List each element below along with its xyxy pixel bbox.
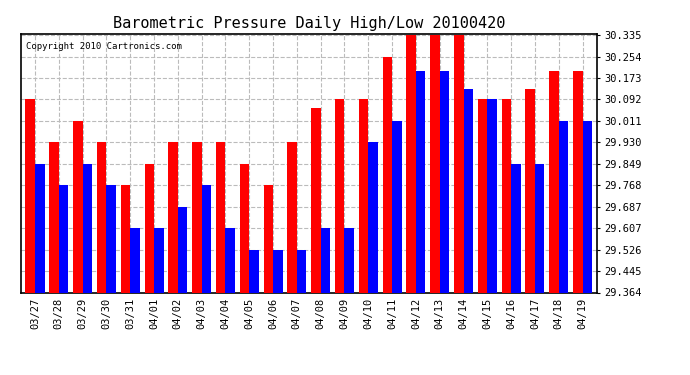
- Bar: [97, 142, 106, 292]
- Bar: [297, 249, 306, 292]
- Bar: [311, 108, 321, 292]
- Bar: [464, 89, 473, 292]
- Bar: [511, 164, 521, 292]
- Bar: [287, 142, 297, 292]
- Bar: [559, 121, 569, 292]
- Bar: [168, 142, 178, 292]
- Bar: [35, 164, 45, 292]
- Bar: [573, 71, 582, 292]
- Bar: [430, 35, 440, 292]
- Bar: [144, 164, 154, 292]
- Bar: [392, 121, 402, 292]
- Bar: [416, 71, 426, 292]
- Bar: [273, 249, 283, 292]
- Bar: [59, 185, 68, 292]
- Bar: [216, 142, 226, 292]
- Bar: [406, 35, 416, 292]
- Bar: [264, 185, 273, 292]
- Bar: [487, 99, 497, 292]
- Title: Barometric Pressure Daily High/Low 20100420: Barometric Pressure Daily High/Low 20100…: [112, 16, 505, 31]
- Bar: [121, 185, 130, 292]
- Bar: [106, 185, 116, 292]
- Bar: [49, 142, 59, 292]
- Bar: [154, 228, 164, 292]
- Bar: [344, 228, 354, 292]
- Bar: [454, 35, 464, 292]
- Bar: [26, 99, 35, 292]
- Bar: [368, 142, 378, 292]
- Bar: [178, 207, 188, 292]
- Bar: [582, 121, 592, 292]
- Bar: [226, 228, 235, 292]
- Bar: [477, 99, 487, 292]
- Bar: [73, 121, 83, 292]
- Bar: [239, 164, 249, 292]
- Bar: [335, 99, 344, 292]
- Bar: [549, 71, 559, 292]
- Bar: [440, 71, 449, 292]
- Bar: [83, 164, 92, 292]
- Bar: [359, 99, 368, 292]
- Bar: [535, 164, 544, 292]
- Bar: [525, 89, 535, 292]
- Bar: [192, 142, 201, 292]
- Bar: [201, 185, 211, 292]
- Bar: [249, 249, 259, 292]
- Bar: [321, 228, 331, 292]
- Bar: [382, 57, 392, 292]
- Bar: [502, 99, 511, 292]
- Bar: [130, 228, 140, 292]
- Text: Copyright 2010 Cartronics.com: Copyright 2010 Cartronics.com: [26, 42, 182, 51]
